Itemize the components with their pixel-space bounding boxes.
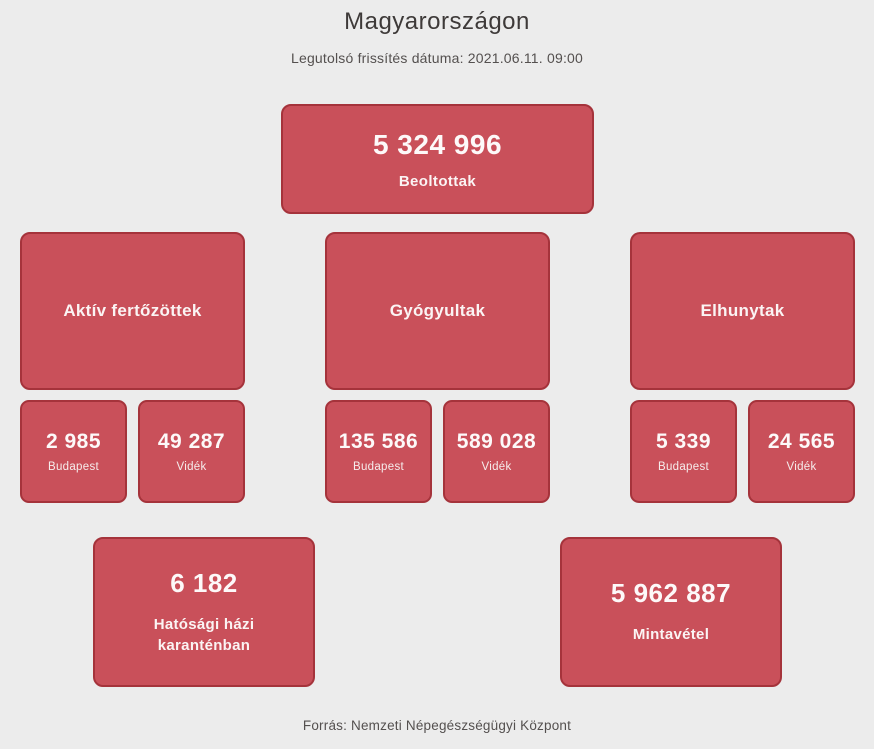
source-text: Forrás: Nemzeti Népegészségügyi Központ: [302, 718, 572, 733]
deceased-countryside-label: Vidék: [786, 461, 817, 473]
deceased-card: Elhunytak: [630, 232, 855, 390]
deceased-budapest-label: Budapest: [658, 461, 709, 473]
active-infected-budapest-label: Budapest: [48, 461, 99, 473]
deceased-label: Elhunytak: [700, 301, 785, 320]
samples-value: 5 962 887: [610, 578, 732, 609]
deceased-budapest-value: 5 339: [655, 430, 712, 453]
column-active-infected: Aktív fertőzöttek 2 985 Budapest 49 287 …: [20, 232, 245, 503]
vaccinated-label: Beoltottak: [398, 172, 477, 190]
category-grid: Aktív fertőzöttek 2 985 Budapest 49 287 …: [20, 232, 855, 503]
column-recovered: Gyógyultak 135 586 Budapest 589 028 Vidé…: [325, 232, 550, 503]
active-infected-budapest-card: 2 985 Budapest: [20, 400, 127, 503]
samples-label: Mintavétel: [632, 626, 710, 644]
recovered-card: Gyógyultak: [325, 232, 550, 390]
recovered-countryside-card: 589 028 Vidék: [443, 400, 550, 503]
recovered-countryside-value: 589 028: [456, 430, 537, 453]
page-title: Magyarországon: [344, 8, 530, 35]
active-infected-budapest-value: 2 985: [45, 430, 102, 453]
samples-card: 5 962 887 Mintavétel: [560, 537, 782, 687]
column-deceased: Elhunytak 5 339 Budapest 24 565 Vidék: [630, 232, 855, 503]
deceased-countryside-value: 24 565: [767, 430, 836, 453]
recovered-breakdown: 135 586 Budapest 589 028 Vidék: [325, 400, 550, 503]
active-infected-countryside-card: 49 287 Vidék: [138, 400, 245, 503]
active-infected-countryside-value: 49 287: [157, 430, 226, 453]
recovered-budapest-label: Budapest: [353, 461, 404, 473]
vaccinated-card: 5 324 996 Beoltottak: [281, 104, 594, 214]
active-infected-breakdown: 2 985 Budapest 49 287 Vidék: [20, 400, 245, 503]
recovered-countryside-label: Vidék: [481, 461, 512, 473]
vaccinated-value: 5 324 996: [372, 128, 503, 160]
quarantine-value: 6 182: [170, 568, 238, 599]
active-infected-label: Aktív fertőzöttek: [63, 301, 202, 320]
recovered-budapest-card: 135 586 Budapest: [325, 400, 432, 503]
quarantine-label: Hatósági házi karanténban: [153, 616, 255, 654]
page-header: Magyarországon Legutolsó frissítés dátum…: [0, 8, 874, 66]
active-infected-countryside-label: Vidék: [176, 461, 207, 473]
recovered-budapest-value: 135 586: [338, 430, 419, 453]
recovered-label: Gyógyultak: [389, 301, 486, 320]
quarantine-card: 6 182 Hatósági házi karanténban: [93, 537, 315, 687]
active-infected-card: Aktív fertőzöttek: [20, 232, 245, 390]
last-updated-text: Legutolsó frissítés dátuma: 2021.06.11. …: [290, 50, 584, 66]
deceased-budapest-card: 5 339 Budapest: [630, 400, 737, 503]
deceased-breakdown: 5 339 Budapest 24 565 Vidék: [630, 400, 855, 503]
deceased-countryside-card: 24 565 Vidék: [748, 400, 855, 503]
